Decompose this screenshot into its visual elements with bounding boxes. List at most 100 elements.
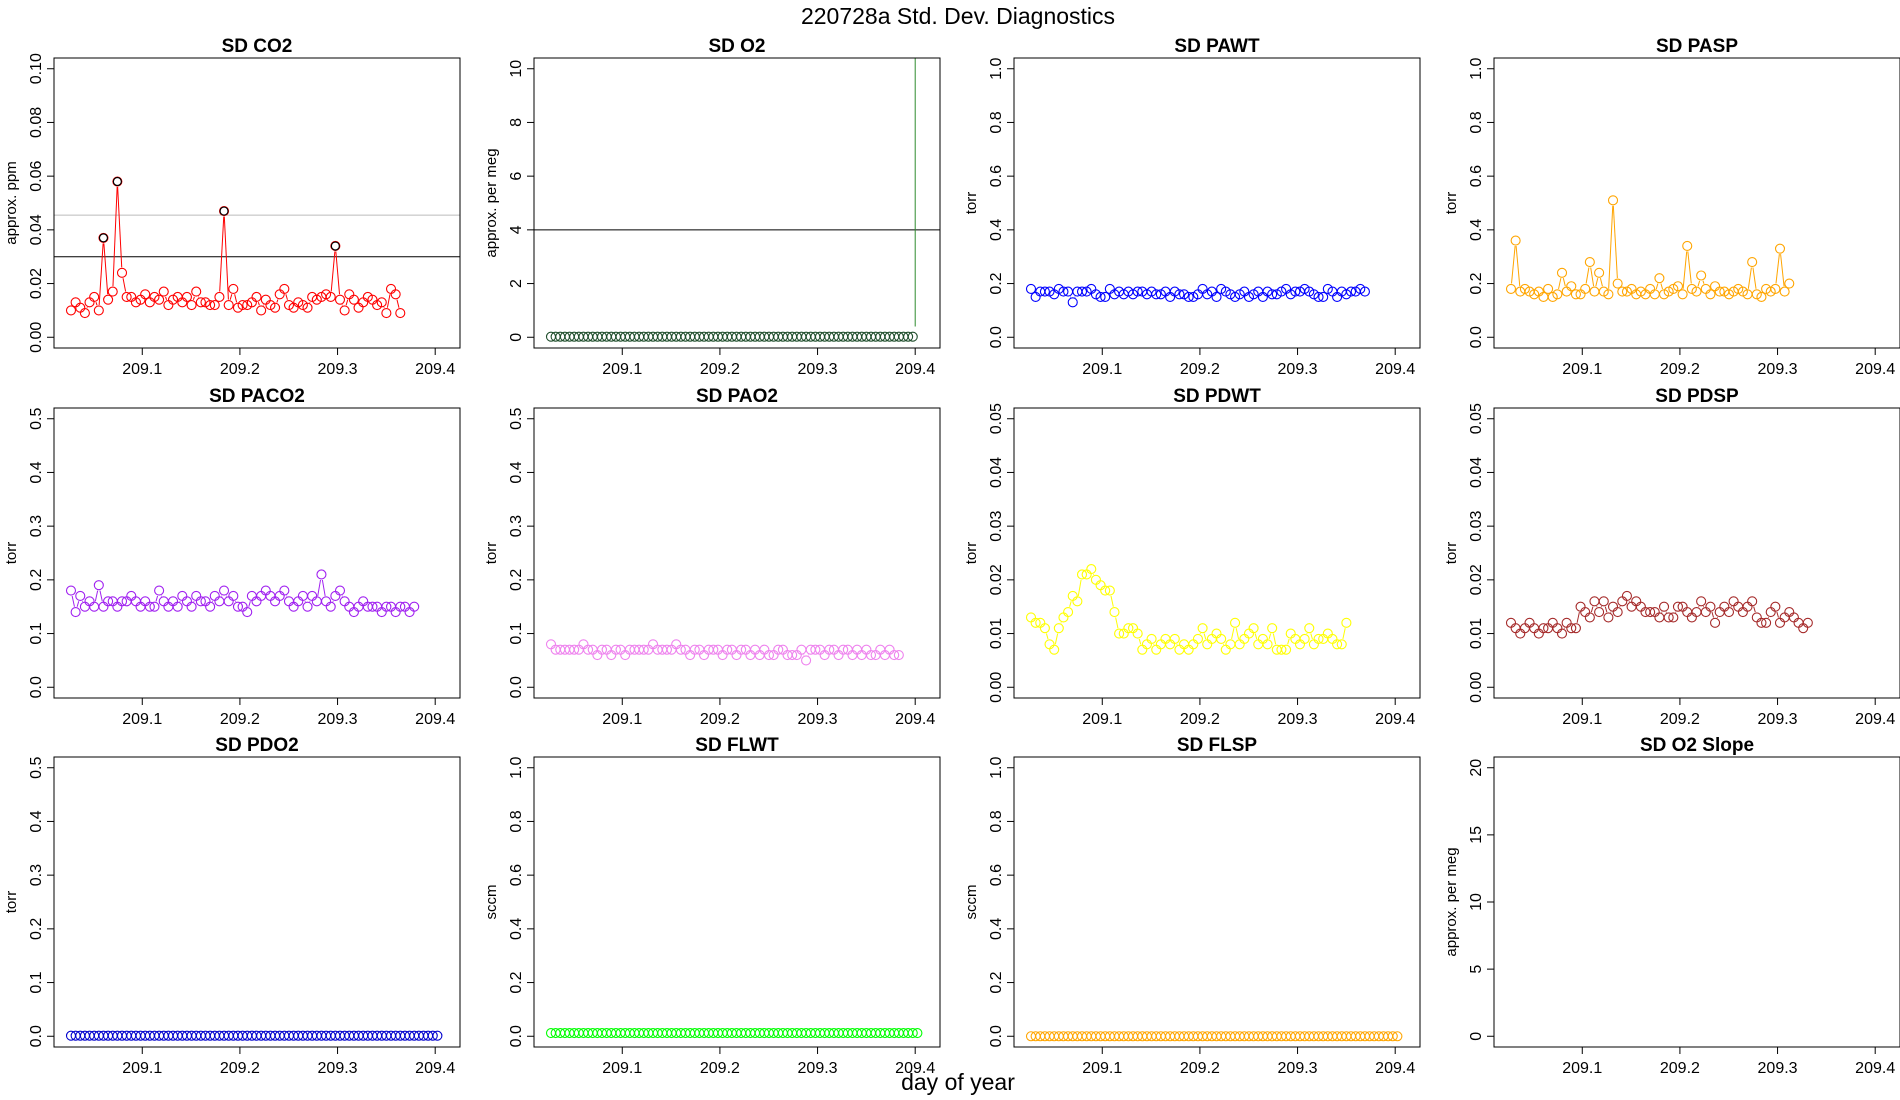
data-point (1049, 644, 1060, 655)
data-point (186, 601, 197, 612)
data-point (1543, 283, 1554, 294)
data-point (93, 305, 104, 316)
x-tick-label: 209.1 (602, 711, 642, 728)
data-point (1058, 286, 1069, 297)
data-point (1072, 596, 1083, 607)
data-point (1257, 291, 1268, 303)
series-segment (1576, 611, 1580, 623)
x-tick-label: 209.2 (700, 361, 740, 378)
series-segment (1711, 611, 1715, 618)
panel-3: SD PAWT torr 0.0 0.2 0.4 0.6 0.8 1.0 209.1 209.2 2… (963, 36, 1421, 378)
data-point (1313, 633, 1324, 644)
data-point (731, 649, 742, 661)
data-point (1281, 644, 1292, 655)
data-point (154, 585, 165, 596)
series-segment (1775, 254, 1780, 284)
data-point (1747, 257, 1758, 268)
panel-6: SD PAO2 torr 0.0 0.1 0.2 0.3 0.4 0.5 209.1 209.2 2… (483, 386, 941, 728)
data-point (1262, 639, 1273, 650)
series-segment (95, 302, 98, 306)
data-point (251, 291, 262, 303)
x-tick-label: 209.4 (1855, 1060, 1895, 1077)
data-point (1580, 283, 1591, 294)
panel-title: SD PDWT (1173, 386, 1261, 407)
data-point (861, 644, 872, 655)
y-tick-label: 0.05 (1468, 403, 1485, 434)
data-point (1686, 612, 1697, 623)
data-point (1742, 601, 1753, 612)
y-tick-label: 0.8 (988, 810, 1005, 832)
data-point (1566, 623, 1577, 634)
data-point (330, 590, 341, 602)
x-tick-label: 209.4 (1855, 711, 1895, 728)
x-tick-label: 209.1 (602, 1060, 642, 1077)
y-tick-label: 0.06 (28, 160, 45, 191)
data-point (1267, 289, 1278, 300)
data-point (279, 283, 290, 294)
data-point (116, 267, 128, 278)
data-point (796, 644, 807, 655)
y-tick-label: 0.0 (508, 676, 525, 698)
panel-title: SD CO2 (222, 36, 293, 57)
data-point (824, 644, 835, 655)
y-tick-label: 0.03 (1468, 510, 1485, 541)
data-point (404, 607, 415, 618)
series-segment (103, 243, 109, 295)
flagged-point (98, 233, 109, 243)
data-point (1332, 291, 1343, 303)
data-point (177, 590, 188, 602)
data-point (717, 649, 728, 661)
data-point (1802, 617, 1813, 628)
data-point (344, 601, 355, 612)
data-point (376, 297, 387, 308)
series-segment (1608, 205, 1614, 289)
series-segment (98, 243, 104, 305)
data-point (1039, 286, 1050, 297)
data-point (1067, 297, 1078, 308)
y-tick-label: 0.2 (508, 971, 525, 993)
x-tick-label: 209.2 (1660, 361, 1700, 378)
data-point (592, 649, 603, 661)
data-point (251, 596, 262, 607)
data-point (1626, 601, 1637, 612)
y-tick-label: 4 (508, 225, 525, 234)
y-tick-label: 0.6 (988, 864, 1005, 886)
flagged-point (330, 241, 340, 251)
data-point (344, 289, 355, 300)
data-point (167, 596, 179, 607)
y-tick-label: 0.3 (28, 864, 45, 886)
data-point (1100, 585, 1111, 596)
data-point (1132, 628, 1143, 639)
data-point (172, 601, 183, 612)
series-segment (1682, 251, 1688, 289)
data-point (1617, 286, 1628, 297)
data-point (112, 601, 123, 612)
data-point (260, 585, 271, 596)
data-point (879, 649, 890, 661)
series-segment (285, 294, 288, 300)
series-segment (1069, 601, 1072, 607)
data-point (569, 644, 580, 655)
panel-title: SD PAO2 (696, 386, 778, 407)
data-point (89, 291, 100, 303)
data-point (205, 601, 216, 612)
data-point (1691, 607, 1702, 618)
y-tick-label: 0.4 (1468, 219, 1485, 241)
data-point (274, 289, 285, 300)
series-segment (1599, 278, 1603, 287)
data-point (1784, 278, 1795, 289)
data-point (865, 649, 877, 661)
y-tick-label: 0.3 (28, 515, 45, 537)
data-point (1202, 639, 1213, 650)
data-point (1234, 639, 1245, 650)
series-segment (155, 595, 159, 602)
data-point (1341, 617, 1352, 628)
series-segment (1203, 633, 1207, 640)
data-point (1607, 601, 1619, 612)
y-axis-label: approx. per meg (483, 148, 500, 257)
data-point (1100, 291, 1111, 303)
data-point (409, 601, 420, 612)
data-point (427, 1030, 438, 1041)
x-tick-label: 209.2 (700, 711, 740, 728)
data-point (395, 601, 406, 612)
